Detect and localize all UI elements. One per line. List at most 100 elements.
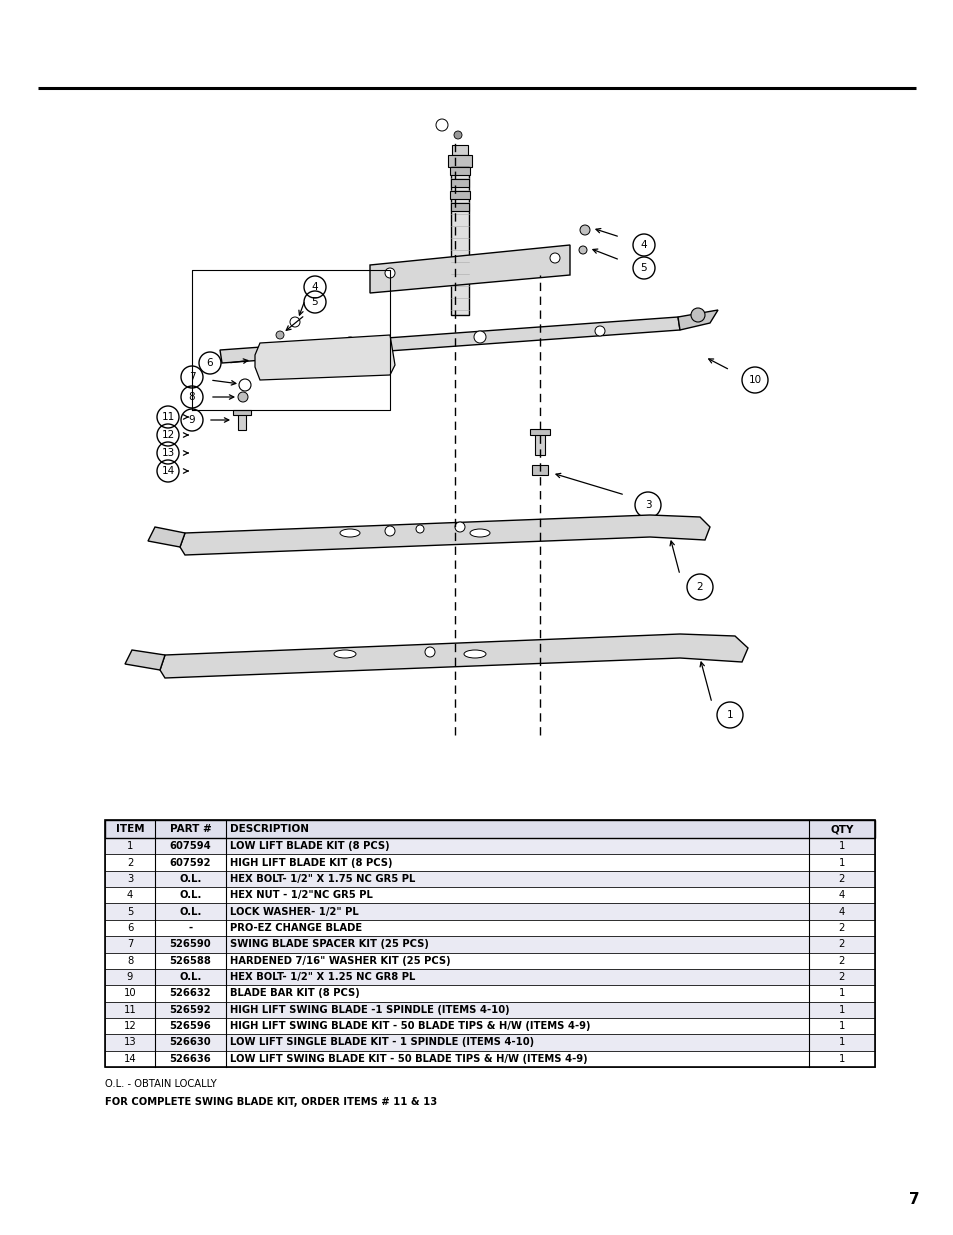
Bar — [105, 952, 874, 968]
Text: HIGH LIFT SWING BLADE KIT - 50 BLADE TIPS & H/W (ITEMS 4-9): HIGH LIFT SWING BLADE KIT - 50 BLADE TIP… — [230, 1021, 590, 1031]
Text: 13: 13 — [124, 1037, 136, 1047]
Polygon shape — [678, 310, 718, 330]
Circle shape — [595, 326, 604, 336]
Text: 607592: 607592 — [170, 857, 211, 867]
Text: 11: 11 — [124, 1005, 136, 1015]
Text: 4: 4 — [312, 282, 318, 291]
Ellipse shape — [463, 650, 485, 658]
Text: 526590: 526590 — [170, 940, 211, 950]
Ellipse shape — [339, 529, 359, 537]
Circle shape — [455, 522, 464, 532]
Text: 2: 2 — [838, 940, 844, 950]
Text: 1: 1 — [838, 1053, 844, 1063]
Polygon shape — [160, 634, 747, 678]
Text: 526588: 526588 — [170, 956, 212, 966]
Bar — [233, 410, 251, 415]
Text: 8: 8 — [127, 956, 133, 966]
Text: 5: 5 — [127, 906, 133, 916]
Circle shape — [454, 131, 461, 140]
Text: PRO-EZ CHANGE BLADE: PRO-EZ CHANGE BLADE — [230, 923, 361, 932]
Bar — [105, 936, 874, 952]
Polygon shape — [254, 335, 395, 380]
Text: O.L.: O.L. — [179, 874, 201, 884]
Text: 3: 3 — [644, 500, 651, 510]
Polygon shape — [125, 650, 165, 671]
Text: HEX BOLT- 1/2" X 1.75 NC GR5 PL: HEX BOLT- 1/2" X 1.75 NC GR5 PL — [230, 874, 415, 884]
Ellipse shape — [470, 529, 490, 537]
Text: 3: 3 — [127, 874, 133, 884]
Text: 8: 8 — [189, 391, 195, 403]
Bar — [451, 203, 469, 211]
Bar — [532, 466, 547, 475]
Circle shape — [344, 337, 355, 350]
Text: PART #: PART # — [170, 824, 212, 834]
Text: 526630: 526630 — [170, 1037, 211, 1047]
Ellipse shape — [334, 650, 355, 658]
Text: HEX BOLT- 1/2" X 1.25 NC GR8 PL: HEX BOLT- 1/2" X 1.25 NC GR8 PL — [230, 972, 415, 982]
Bar — [105, 871, 874, 887]
Text: HARDENED 7/16" WASHER KIT (25 PCS): HARDENED 7/16" WASHER KIT (25 PCS) — [230, 956, 450, 966]
Text: BLADE BAR KIT (8 PCS): BLADE BAR KIT (8 PCS) — [230, 988, 359, 998]
Bar — [452, 144, 468, 156]
Text: 7: 7 — [127, 940, 133, 950]
Bar — [535, 430, 544, 454]
Text: ITEM: ITEM — [115, 824, 144, 834]
Circle shape — [385, 268, 395, 278]
Text: DESCRIPTION: DESCRIPTION — [230, 824, 309, 834]
Text: O.L.: O.L. — [179, 890, 201, 900]
Text: 2: 2 — [838, 923, 844, 932]
Bar — [105, 1002, 874, 1018]
Text: SWING BLADE SPACER KIT (25 PCS): SWING BLADE SPACER KIT (25 PCS) — [230, 940, 428, 950]
Text: LOW LIFT BLADE KIT (8 PCS): LOW LIFT BLADE KIT (8 PCS) — [230, 841, 389, 851]
Circle shape — [237, 391, 248, 403]
Text: HEX NUT - 1/2"NC GR5 PL: HEX NUT - 1/2"NC GR5 PL — [230, 890, 373, 900]
Text: 12: 12 — [161, 430, 174, 440]
Text: LOW LIFT SINGLE BLADE KIT - 1 SPINDLE (ITEMS 4-10): LOW LIFT SINGLE BLADE KIT - 1 SPINDLE (I… — [230, 1037, 534, 1047]
Text: 1: 1 — [838, 988, 844, 998]
Bar — [105, 887, 874, 904]
Bar — [105, 1051, 874, 1067]
Text: 1: 1 — [838, 857, 844, 867]
Polygon shape — [148, 527, 185, 547]
Text: 14: 14 — [161, 466, 174, 475]
Circle shape — [690, 308, 704, 322]
Text: 526632: 526632 — [170, 988, 211, 998]
Text: 5: 5 — [640, 263, 647, 273]
Text: 10: 10 — [748, 375, 760, 385]
Bar — [451, 167, 469, 315]
Text: 607594: 607594 — [170, 841, 212, 851]
Bar — [105, 855, 874, 871]
Text: -: - — [188, 923, 193, 932]
Bar — [105, 968, 874, 986]
Text: 12: 12 — [124, 1021, 136, 1031]
Bar — [105, 820, 874, 1067]
Text: LOW LIFT SWING BLADE KIT - 50 BLADE TIPS & H/W (ITEMS 4-9): LOW LIFT SWING BLADE KIT - 50 BLADE TIPS… — [230, 1053, 587, 1063]
Bar — [105, 1018, 874, 1034]
Circle shape — [550, 253, 559, 263]
Text: 1: 1 — [838, 1005, 844, 1015]
Polygon shape — [180, 515, 709, 555]
Text: 2: 2 — [127, 857, 133, 867]
Polygon shape — [220, 317, 679, 363]
Circle shape — [275, 331, 284, 338]
Text: 4: 4 — [127, 890, 133, 900]
Text: 9: 9 — [127, 972, 133, 982]
Circle shape — [416, 525, 423, 534]
Text: 526596: 526596 — [170, 1021, 212, 1031]
Bar — [237, 412, 246, 430]
Text: FOR COMPLETE SWING BLADE KIT, ORDER ITEMS # 11 & 13: FOR COMPLETE SWING BLADE KIT, ORDER ITEM… — [105, 1097, 436, 1107]
Text: 1: 1 — [838, 1037, 844, 1047]
Bar — [105, 1034, 874, 1051]
Text: 4: 4 — [838, 906, 844, 916]
Text: 2: 2 — [838, 972, 844, 982]
Text: 9: 9 — [189, 415, 195, 425]
Text: 1: 1 — [838, 1021, 844, 1031]
Text: 526636: 526636 — [170, 1053, 212, 1063]
Bar — [448, 156, 472, 167]
Text: O.L.: O.L. — [179, 906, 201, 916]
Circle shape — [385, 526, 395, 536]
Circle shape — [579, 225, 589, 235]
Text: O.L. - OBTAIN LOCALLY: O.L. - OBTAIN LOCALLY — [105, 1079, 216, 1089]
Bar — [105, 820, 874, 839]
Text: 1: 1 — [127, 841, 133, 851]
